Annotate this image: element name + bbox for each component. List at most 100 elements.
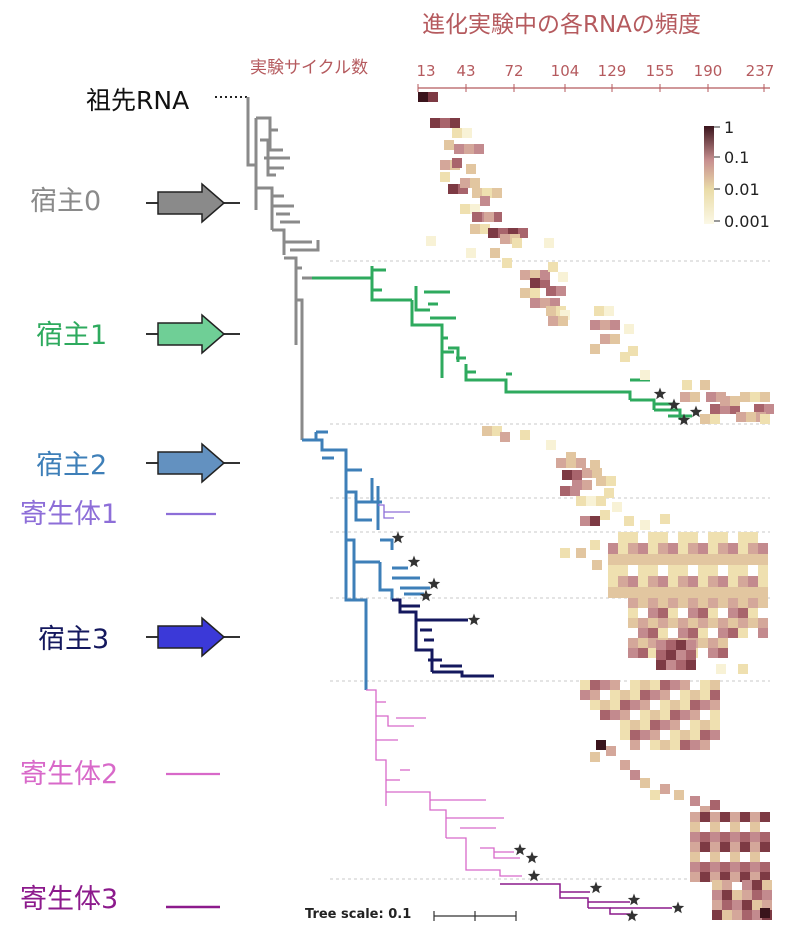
heatmap-cell	[676, 650, 686, 660]
heatmap-cell	[752, 900, 762, 910]
heatmap-cell	[658, 576, 668, 587]
heatmap-cell	[762, 880, 772, 890]
heatmap-cell	[470, 178, 480, 188]
heatmap-cell	[638, 638, 648, 648]
heatmap-cell	[600, 320, 610, 330]
host3-arrow-icon	[157, 616, 226, 658]
heatmap-cell	[678, 587, 688, 598]
heatmap-cell	[556, 458, 566, 468]
heatmap-cell	[628, 576, 638, 587]
heatmap-cell	[700, 862, 710, 872]
heatmap-cell	[444, 140, 454, 150]
heatmap-cell	[758, 565, 768, 576]
host0-branch	[296, 298, 304, 440]
heatmap-cell	[604, 488, 614, 498]
host0-branch	[256, 186, 274, 230]
heatmap-cell	[742, 890, 752, 900]
heatmap-cell	[738, 543, 748, 554]
heatmap-cell	[748, 587, 758, 598]
heatmap-cell	[474, 144, 484, 154]
heatmap-cell	[728, 587, 738, 598]
heatmap-cell	[518, 228, 528, 238]
heatmap-cell	[760, 812, 770, 822]
heatmap-cell	[608, 554, 618, 565]
heatmap-cell	[682, 380, 692, 390]
heatmap-cell	[698, 565, 708, 576]
heatmap-cell	[730, 396, 740, 406]
heatmap-cell	[596, 496, 606, 506]
heatmap-cell	[690, 872, 700, 882]
heatmap-cell	[630, 730, 640, 740]
heatmap-cell	[700, 700, 710, 710]
host1-branch	[448, 346, 460, 362]
parasite2-branch	[366, 689, 387, 806]
heatmap-cell	[580, 690, 590, 700]
heatmap-cell	[674, 790, 684, 800]
heatmap-cell	[760, 872, 770, 882]
heatmap-cell	[710, 842, 720, 852]
heatmap-cell	[560, 548, 570, 558]
heatmap-cell	[670, 740, 680, 750]
heatmap-cell	[668, 576, 678, 587]
heatmap-cell	[490, 248, 500, 258]
heatmap-cell	[760, 862, 770, 872]
heatmap-cell	[758, 598, 768, 608]
heatmap-cell	[556, 286, 566, 296]
heatmap-cell	[572, 480, 582, 490]
heatmap-cell	[620, 720, 630, 730]
heatmap-cell	[530, 298, 540, 308]
cycle-tick-72: 72	[504, 62, 524, 80]
heatmap-cell	[730, 832, 740, 842]
heatmap-cell	[590, 680, 600, 690]
heatmap-cell	[492, 426, 502, 436]
heatmap-cell	[690, 710, 700, 720]
heatmap-cell	[460, 178, 470, 188]
heatmap-cell	[698, 543, 708, 554]
heatmap-cell	[630, 690, 640, 700]
heatmap-cell	[740, 872, 750, 882]
heatmap-cell	[630, 740, 640, 750]
heatmap-cell	[638, 543, 648, 554]
heatmap-cell	[700, 730, 710, 740]
heatmap-cell	[628, 618, 638, 628]
cycle-tick-104: 104	[550, 62, 580, 80]
heatmap-cell	[728, 543, 738, 554]
heatmap-cell	[698, 608, 708, 618]
heatmap-cell	[740, 832, 750, 842]
heatmap-cell	[628, 532, 638, 543]
cycle-tick-237: 237	[745, 62, 775, 80]
heatmap-cell	[730, 842, 740, 852]
heatmap-cell	[640, 680, 650, 690]
heatmap-cell	[752, 910, 762, 920]
heatmap-cell	[688, 576, 698, 587]
heatmap-cell	[686, 650, 696, 660]
heatmap-cell	[700, 812, 710, 822]
heatmap-cell	[648, 554, 658, 565]
heatmap-cell	[722, 890, 732, 900]
heatmap-cell	[718, 648, 728, 658]
host1-branch	[464, 364, 632, 400]
heatmap-cell	[480, 224, 490, 234]
cycle-tick-155: 155	[645, 62, 675, 80]
heatmap-cell	[678, 628, 688, 638]
heatmap-cell	[700, 872, 710, 882]
heatmap-cell	[640, 370, 650, 380]
heatmap-cell	[750, 812, 760, 822]
heatmap-cell	[678, 532, 688, 543]
heatmap-cell	[638, 565, 648, 576]
heatmap-cell	[544, 238, 554, 248]
heatmap-cell	[464, 144, 474, 154]
heatmap-cell	[466, 164, 476, 174]
host1-branch	[630, 398, 656, 410]
heatmap-cell	[690, 812, 700, 822]
heatmap-cell	[610, 680, 620, 690]
heatmap-cell	[648, 598, 658, 608]
heatmap-cell	[566, 458, 576, 468]
heatmap-cell	[680, 700, 690, 710]
heatmap-title: 進化実験中の各RNAの頻度	[422, 12, 701, 38]
heatmap-cell	[454, 144, 464, 154]
heatmap-cell	[590, 516, 600, 526]
heatmap-cell	[758, 587, 768, 598]
heatmap-cell	[586, 496, 596, 506]
